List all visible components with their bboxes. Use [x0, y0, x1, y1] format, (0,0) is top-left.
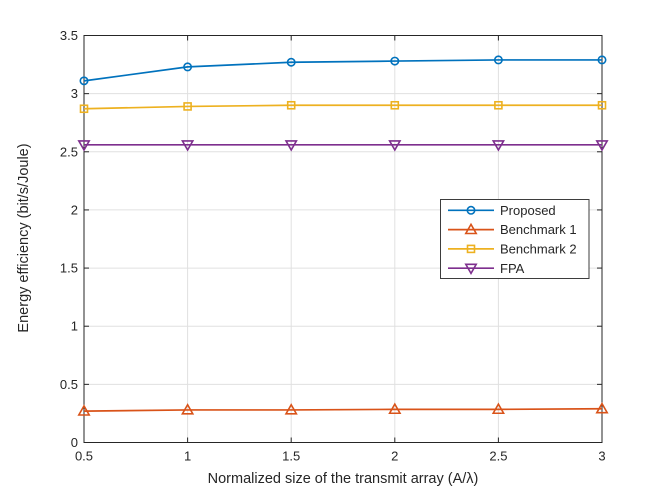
triangle-down-marker: [595, 140, 609, 152]
triangle-down-marker: [491, 140, 505, 152]
circle-marker: [79, 76, 89, 86]
y-tick-label: 1: [71, 319, 78, 334]
triangle-up-marker: [464, 222, 478, 235]
x-tick-label: 0.5: [75, 449, 93, 464]
square-marker: [494, 100, 503, 110]
legend-label-fpa: FPA: [500, 261, 525, 276]
circle-marker: [286, 57, 296, 67]
x-tick-label: 2: [391, 449, 398, 464]
x-tick-label: 2.5: [489, 449, 507, 464]
circle-marker: [183, 62, 193, 72]
series-line-benchmark-1: [83, 407, 603, 412]
triangle-down-marker: [77, 140, 91, 152]
x-axis-label: Normalized size of the transmit array (A…: [207, 471, 479, 487]
y-tick-label: 3.5: [60, 28, 78, 43]
axes-box: [83, 35, 603, 443]
triangle-down-marker: [388, 140, 402, 152]
circle-marker: [493, 55, 503, 65]
y-tick-label: 0.5: [60, 377, 78, 392]
legend-label-benchmark-1: Benchmark 1: [500, 222, 577, 237]
triangle-up-marker: [388, 402, 402, 415]
square-marker: [286, 100, 296, 110]
x-tick-label: 3: [598, 449, 605, 464]
legend-label-proposed: Proposed: [500, 203, 556, 218]
legend: Proposed Benchmark 1 Benchmark 2 FPA: [440, 199, 590, 279]
triangle-down-marker: [284, 140, 298, 152]
triangle-up-marker: [595, 401, 609, 414]
y-tick-label: 1.5: [60, 261, 78, 276]
series-line-benchmark-2: [83, 104, 602, 110]
circle-marker: [390, 56, 400, 66]
square-marker: [597, 100, 607, 110]
y-axis-label: Energy efficiency (bit/s/Joule): [16, 143, 32, 333]
y-tick-label: 0: [71, 435, 78, 450]
legend-label-benchmark-2: Benchmark 2: [500, 242, 577, 257]
y-tick-label: 2.5: [60, 144, 78, 159]
triangle-down-marker: [181, 140, 195, 152]
square-marker: [183, 102, 192, 111]
legend-box: [440, 199, 590, 279]
circle-marker: [597, 55, 607, 65]
triangle-down-marker: [464, 263, 478, 276]
triangle-up-marker: [181, 403, 195, 415]
y-tick-label: 3: [71, 86, 78, 101]
y-tick-label: 2: [71, 202, 78, 217]
triangle-up-marker: [77, 404, 91, 416]
triangle-up-marker: [491, 402, 505, 415]
square-marker: [79, 104, 89, 114]
circle-marker: [466, 205, 476, 215]
series-line-proposed: [83, 59, 602, 82]
square-marker: [466, 244, 476, 254]
square-marker: [390, 100, 400, 110]
triangle-up-marker: [284, 403, 298, 415]
x-tick-label: 1.5: [282, 449, 300, 464]
x-tick-label: 1: [184, 449, 191, 464]
